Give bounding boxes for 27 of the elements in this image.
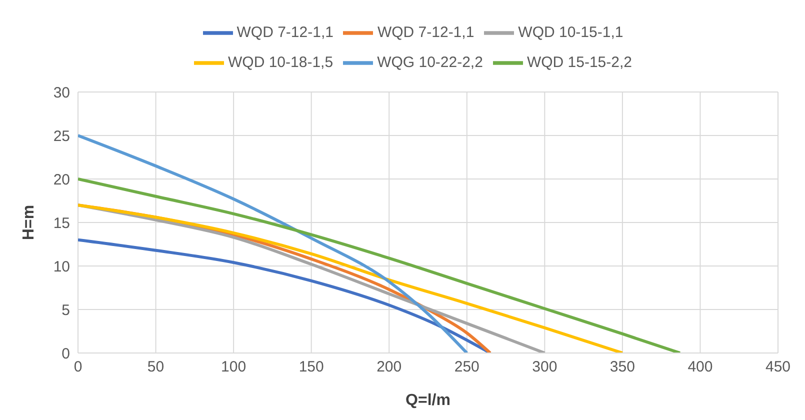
legend-label: WQD 7-12-1,1	[377, 24, 474, 41]
x-tick-label: 300	[532, 358, 558, 376]
x-tick-label: 50	[147, 358, 164, 376]
legend-label: WQD 10-18-1,5	[228, 54, 334, 71]
x-tick-label: 250	[454, 358, 480, 376]
y-tick-label: 25	[53, 128, 70, 145]
line-series	[78, 178, 682, 353]
legend-label: WQG 10-22-2,2	[377, 54, 483, 71]
x-tick-label: 200	[376, 358, 402, 376]
y-axis-title: H=m	[20, 204, 38, 240]
y-tick-label: 20	[53, 171, 70, 188]
y-tick-label: 10	[53, 258, 70, 276]
y-tick-label: 0	[62, 345, 70, 362]
x-tick-label: 150	[298, 358, 324, 376]
x-tick-label: 450	[765, 358, 791, 376]
x-tick-label: 350	[610, 358, 635, 376]
y-tick-label: 5	[62, 302, 70, 319]
x-axis-title: Q=l/m	[406, 392, 450, 409]
x-tick-label: 400	[688, 358, 713, 376]
legend-label: WQD 15-15-2,2	[526, 54, 632, 71]
line-series	[78, 134, 468, 353]
x-tick-label: 100	[221, 358, 246, 376]
y-tick-label: 15	[53, 214, 70, 232]
x-tick-label: 0	[74, 358, 82, 376]
legend-label: WQD 10-15-1,1	[518, 24, 624, 41]
legend-label: WQD 7-12-1,1	[236, 24, 334, 41]
y-tick-label: 30	[53, 84, 70, 102]
